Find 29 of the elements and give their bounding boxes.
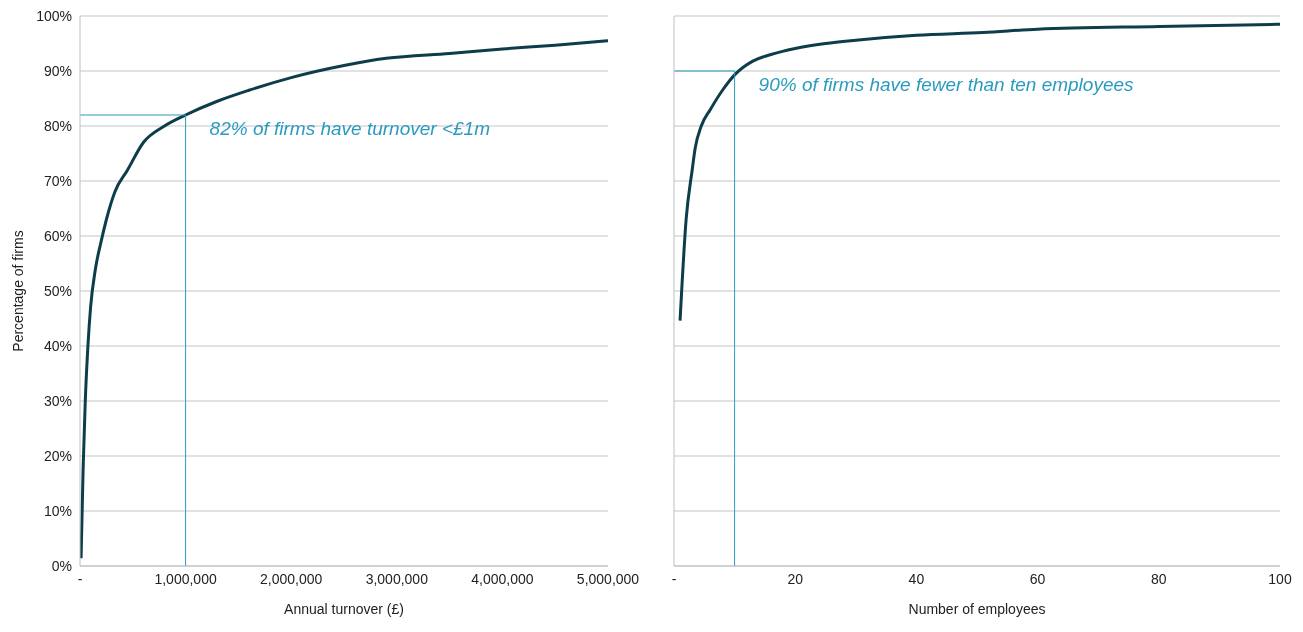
y-tick-label: 70%	[43, 172, 72, 189]
x-tick-label: 1,000,000	[154, 570, 217, 587]
y-tick-label: 100%	[36, 7, 72, 24]
y-tick-label: 10%	[43, 502, 72, 519]
line-series	[80, 39, 608, 560]
annotation: 90% of firms have fewer than ten employees	[758, 74, 1135, 95]
x-tick-label: 40	[908, 570, 925, 587]
y-tick-label: 80%	[43, 117, 72, 134]
y-tick-label: 60%	[43, 227, 72, 244]
x-tick-label: 2,000,000	[260, 570, 323, 587]
x-tick-label: 20	[787, 570, 804, 587]
x-tick-label: -	[77, 570, 83, 587]
x-tick-label: 100	[1268, 570, 1292, 587]
y-tick-label: 30%	[43, 392, 72, 409]
y-tick-label: 90%	[43, 62, 72, 79]
x-tick-label: 80	[1151, 570, 1167, 587]
y-axis-title: Percentage of firms	[9, 230, 26, 352]
x-tick-label: 5,000,000	[576, 570, 640, 587]
x-tick-label: 4,000,000	[471, 570, 534, 587]
y-tick-label: 40%	[43, 337, 72, 354]
y-tick-label: 20%	[43, 447, 72, 464]
x-axis-title: Annual turnover (£)	[284, 601, 404, 617]
x-tick-label: 60	[1029, 570, 1046, 587]
x-tick-label: 3,000,000	[365, 570, 429, 587]
y-tick-label: 50%	[43, 282, 72, 299]
x-axis-title: Number of employees	[908, 601, 1046, 617]
y-tick-label: 0%	[51, 557, 72, 574]
x-tick-label: -	[671, 570, 677, 587]
annotation: 82% of firms have turnover <£1m	[209, 118, 490, 139]
